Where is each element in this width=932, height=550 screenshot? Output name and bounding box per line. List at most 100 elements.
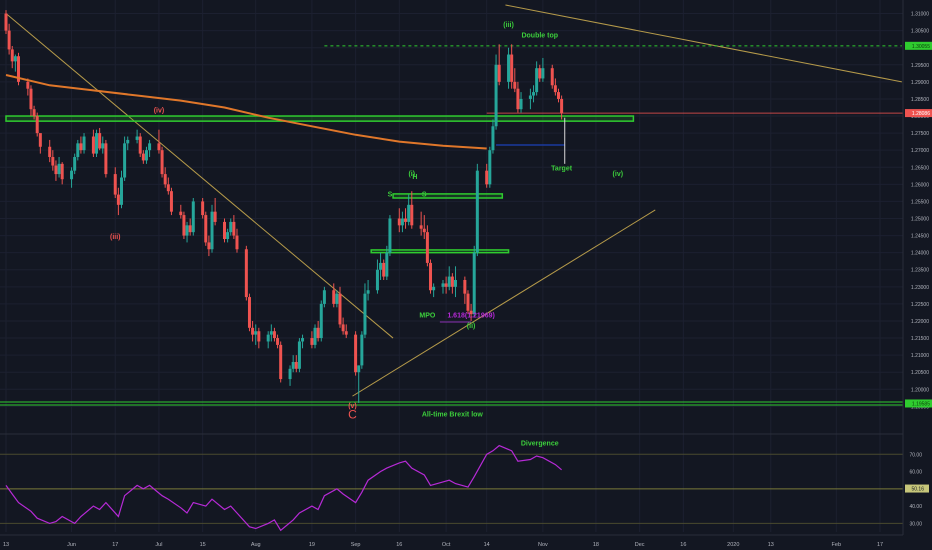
candle-body bbox=[397, 218, 401, 226]
price-label-text: 1.19585 bbox=[912, 401, 930, 407]
price-label-tag bbox=[905, 41, 932, 50]
time-tick-label: 16 bbox=[680, 542, 686, 548]
price-label-text: 1.28086 bbox=[912, 111, 930, 117]
price-label-tag bbox=[905, 109, 932, 118]
candle-body bbox=[276, 338, 280, 345]
time-tick-label: 18 bbox=[593, 542, 599, 548]
candle-body bbox=[269, 331, 273, 335]
descending-trendline bbox=[5, 13, 394, 339]
rsi-value-text: 50.16 bbox=[911, 487, 924, 493]
time-tick-label: Jun bbox=[67, 542, 76, 548]
annotation-label: S bbox=[388, 191, 393, 198]
candle-body bbox=[138, 136, 142, 154]
time-tick-label: Dec bbox=[635, 542, 645, 548]
candle-body bbox=[444, 283, 448, 287]
drawings-layer[interactable] bbox=[0, 4, 903, 406]
candle-body bbox=[98, 133, 102, 149]
rsi-divergence-label: Divergence bbox=[521, 441, 559, 448]
candle-body bbox=[95, 133, 99, 154]
candle-body bbox=[104, 143, 108, 175]
candle-body bbox=[507, 54, 511, 82]
time-tick-label: 13 bbox=[3, 542, 9, 548]
candle-body bbox=[4, 13, 8, 31]
candle-body bbox=[229, 221, 233, 233]
candle-body bbox=[494, 64, 498, 127]
price-axis[interactable]: 1.310001.305001.300001.295001.290001.285… bbox=[902, 0, 932, 550]
annotation-label: (iii) bbox=[503, 22, 514, 29]
annotation-label: Double top bbox=[521, 32, 558, 39]
rsi-pane: Divergence bbox=[0, 441, 903, 532]
candle-body bbox=[310, 338, 314, 345]
candle-body bbox=[226, 232, 230, 239]
candle-body bbox=[472, 252, 476, 315]
candle-body bbox=[16, 56, 20, 82]
time-tick-label: Aug bbox=[251, 542, 261, 548]
annotation-label: (iv) bbox=[154, 108, 165, 115]
price-tick-label: 1.30500 bbox=[911, 29, 929, 35]
rsi-value-tag bbox=[905, 484, 929, 493]
candle-body bbox=[379, 262, 383, 270]
candle-body bbox=[425, 232, 429, 263]
candle-body bbox=[301, 338, 305, 342]
candle-body bbox=[450, 276, 454, 287]
time-tick-label: 17 bbox=[112, 542, 118, 548]
candle-body bbox=[453, 279, 457, 287]
candle-body bbox=[35, 116, 39, 134]
time-axis[interactable]: 13 Jun 17 Jul 15 Aug 19 Sep 16 Oct 14 Nov 18 Dec 16 202… bbox=[0, 534, 932, 550]
price-tick-label: 1.26500 bbox=[911, 165, 929, 171]
candle-body bbox=[179, 211, 183, 216]
price-tick-label: 1.27000 bbox=[911, 148, 929, 154]
candle-body bbox=[485, 170, 489, 185]
candle-body bbox=[29, 88, 33, 110]
candle-body bbox=[556, 92, 560, 99]
candle-body bbox=[291, 361, 295, 369]
candle-body bbox=[528, 95, 532, 99]
candle-body bbox=[400, 218, 404, 226]
candle-body bbox=[341, 324, 345, 332]
candle-body bbox=[513, 81, 517, 89]
time-tick-label: 16 bbox=[396, 542, 402, 548]
candle-body bbox=[160, 150, 164, 175]
support-zone-iv bbox=[5, 115, 635, 122]
price-tick-label: 1.31000 bbox=[911, 12, 929, 18]
candle-body bbox=[441, 283, 445, 287]
price-tick-label: 1.29500 bbox=[911, 63, 929, 69]
time-tick-label: Sep bbox=[351, 542, 361, 548]
candle-body bbox=[60, 163, 64, 180]
candle-body bbox=[185, 225, 189, 236]
candle-body bbox=[288, 368, 292, 380]
candle-body bbox=[101, 143, 105, 149]
candle-body bbox=[488, 150, 492, 185]
candle-body bbox=[541, 68, 545, 79]
candle-body bbox=[116, 194, 120, 205]
price-tick-label: 1.21000 bbox=[911, 353, 929, 359]
candle-body bbox=[475, 170, 479, 253]
candle-body bbox=[48, 146, 52, 158]
candle-body bbox=[10, 49, 14, 62]
candle-body bbox=[322, 290, 326, 304]
candle-body bbox=[254, 331, 258, 335]
candle-body bbox=[207, 242, 211, 250]
candle-body bbox=[363, 293, 367, 335]
candle-body bbox=[213, 211, 217, 222]
candle-body bbox=[469, 310, 473, 315]
annotation-label: (ii) bbox=[467, 323, 476, 330]
candle-body bbox=[550, 68, 554, 86]
candle-body bbox=[447, 276, 451, 287]
time-tick-label: Oct bbox=[442, 542, 451, 548]
candle-body bbox=[91, 136, 95, 154]
candle-body bbox=[519, 98, 523, 110]
candle-body bbox=[422, 228, 426, 233]
annotation-label: MPO bbox=[419, 313, 436, 320]
candle-body bbox=[294, 361, 298, 369]
price-label-tag bbox=[905, 399, 932, 408]
price-tick-label: 1.21500 bbox=[911, 336, 929, 342]
time-tick-label: 15 bbox=[200, 542, 206, 548]
time-tick-label: 17 bbox=[877, 542, 883, 548]
candle-body bbox=[338, 293, 342, 325]
price-tick-label: 1.24000 bbox=[911, 251, 929, 257]
candle-body bbox=[538, 68, 542, 79]
candle-body bbox=[388, 218, 392, 253]
